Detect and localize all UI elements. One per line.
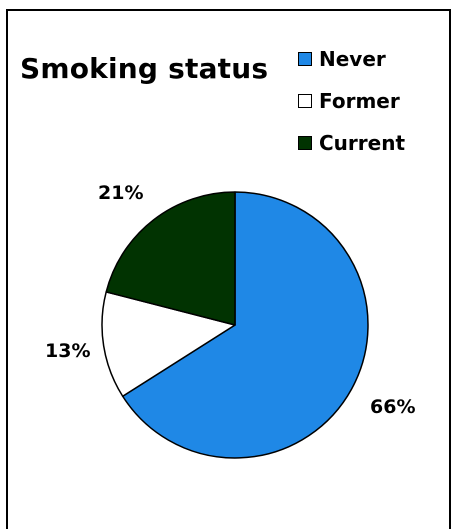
legend-item-current: Current	[298, 122, 405, 164]
legend-label-former: Former	[319, 89, 400, 113]
legend-item-never: Never	[298, 38, 405, 80]
legend-label-current: Current	[319, 131, 406, 155]
legend-label-never: Never	[319, 47, 386, 71]
pie-label-former: 13%	[45, 340, 90, 362]
chart-title: Smoking status	[20, 52, 269, 85]
pie-label-never: 66%	[370, 396, 415, 418]
chart-frame	[6, 9, 451, 529]
legend-swatch-former	[298, 94, 312, 108]
legend-item-former: Former	[298, 80, 405, 122]
pie-slice-former	[101, 291, 236, 398]
legend-swatch-never	[298, 52, 312, 66]
legend-swatch-current	[298, 136, 312, 150]
chart-legend: Never Former Current	[298, 38, 405, 164]
pie-label-current: 21%	[98, 182, 143, 204]
pie-slice-never	[121, 191, 369, 459]
pie-chart: 66% 13% 21%	[45, 182, 415, 459]
pie-slice-current	[105, 191, 236, 326]
